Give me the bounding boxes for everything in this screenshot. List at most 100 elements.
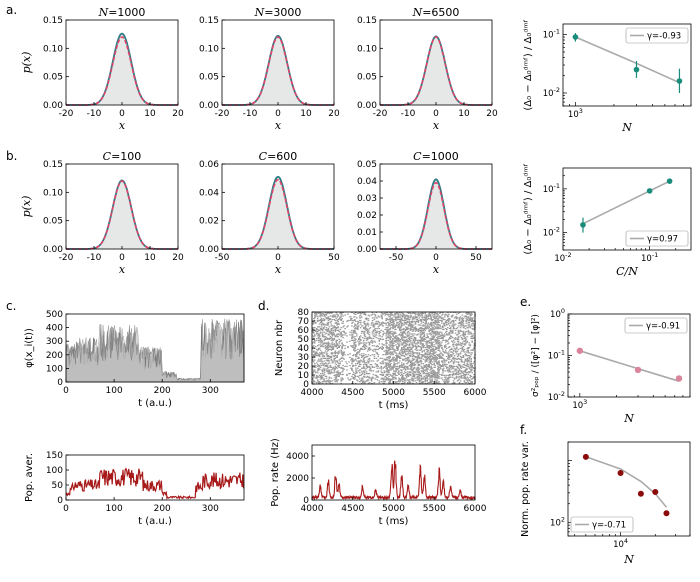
spike: [401, 352, 403, 354]
spike: [327, 355, 330, 357]
spike: [388, 344, 390, 346]
spike: [471, 318, 473, 320]
spike: [388, 355, 390, 358]
spike: [313, 332, 315, 334]
spike: [318, 360, 321, 362]
spike: [444, 351, 446, 353]
spike: [331, 353, 334, 355]
spike: [448, 358, 451, 360]
spike: [324, 362, 327, 364]
spike: [426, 348, 428, 350]
y-tick-label: 0.05: [357, 160, 377, 170]
spike: [377, 359, 380, 361]
spike: [447, 380, 450, 382]
spike: [327, 343, 330, 345]
spike: [404, 374, 407, 376]
spike: [358, 336, 361, 338]
spike: [363, 323, 366, 325]
spike: [318, 326, 321, 328]
spike: [451, 366, 454, 368]
spike: [387, 352, 389, 354]
spike: [356, 328, 358, 330]
spike: [398, 323, 400, 325]
spike: [385, 350, 387, 352]
spike: [328, 346, 331, 348]
spike: [330, 349, 333, 351]
spike: [347, 313, 349, 315]
spike: [353, 377, 355, 379]
spike: [447, 319, 449, 321]
spike: [466, 349, 469, 351]
spike: [439, 334, 441, 336]
spike: [425, 341, 427, 343]
spike: [319, 378, 322, 380]
spike: [441, 345, 443, 347]
spike: [385, 349, 387, 351]
spike: [403, 358, 406, 360]
spike: [321, 355, 324, 358]
spike: [377, 376, 380, 378]
spike: [433, 366, 435, 368]
spike: [368, 315, 371, 317]
spike: [434, 377, 436, 379]
spike: [440, 326, 442, 328]
spike: [330, 323, 333, 325]
spike: [323, 368, 326, 370]
spike: [465, 338, 468, 340]
spike: [387, 314, 389, 316]
y-tick-label: 0.05: [43, 217, 63, 227]
spike: [388, 360, 390, 362]
spike: [347, 354, 349, 356]
x-axis-label: t (a.u.): [138, 398, 172, 409]
spike: [447, 323, 450, 325]
spike: [461, 382, 464, 385]
spike: [447, 351, 450, 353]
spike: [438, 362, 440, 364]
spike: [427, 322, 429, 324]
spike: [373, 382, 376, 384]
spike: [433, 356, 435, 358]
spike: [436, 312, 438, 314]
spike: [360, 312, 363, 314]
spike: [355, 371, 357, 373]
spike: [435, 343, 437, 345]
spike: [416, 371, 419, 373]
spike: [436, 376, 438, 378]
y-axis-label: p(x): [20, 52, 33, 74]
spike: [429, 362, 431, 364]
spike: [359, 339, 362, 341]
spike: [420, 365, 423, 367]
spike: [389, 325, 391, 327]
spike: [418, 353, 421, 355]
spike: [404, 315, 407, 317]
spike: [359, 312, 362, 314]
spike: [470, 354, 472, 356]
spike: [367, 358, 370, 360]
spike: [404, 353, 407, 355]
spike: [385, 345, 387, 347]
spike: [450, 359, 453, 361]
spike: [319, 312, 322, 314]
spike: [466, 327, 469, 329]
spike: [385, 342, 387, 344]
spike: [410, 320, 413, 322]
spike: [401, 347, 403, 349]
spike: [338, 323, 340, 325]
spike: [374, 335, 377, 337]
spike: [395, 357, 397, 359]
spike: [362, 358, 365, 360]
spike: [436, 331, 438, 333]
spike: [319, 319, 322, 322]
spike: [430, 342, 432, 344]
spike: [363, 312, 366, 314]
spike: [380, 329, 383, 331]
spike: [468, 366, 471, 368]
spike: [448, 319, 451, 321]
spike: [405, 359, 408, 361]
spike: [451, 329, 454, 331]
spike: [324, 313, 327, 315]
spike: [353, 376, 355, 378]
x-tick-label: 200: [154, 504, 171, 514]
spike: [434, 339, 436, 341]
spike: [420, 360, 423, 362]
